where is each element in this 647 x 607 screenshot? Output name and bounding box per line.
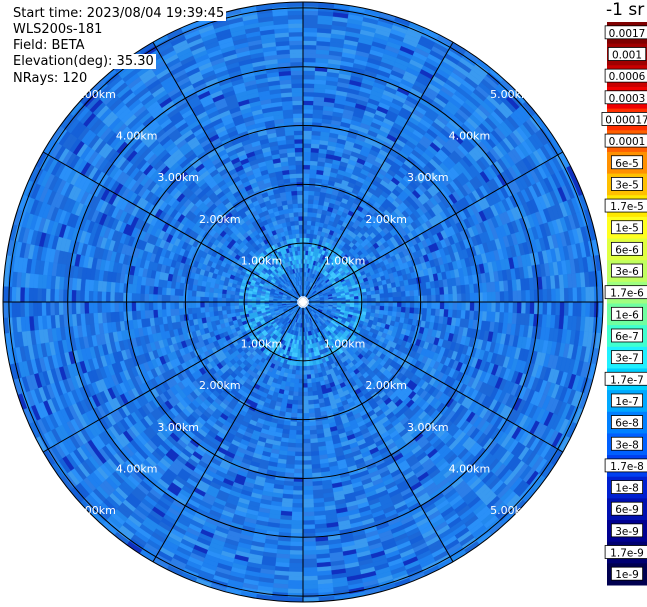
ring-label: 4.00km <box>449 462 491 475</box>
colorbar-tick-label: 6e-5 <box>615 158 639 170</box>
colorbar-label-box <box>611 328 644 343</box>
colorbar-label-box <box>601 112 647 126</box>
colorbar-tick-label: 1e-6 <box>615 309 639 321</box>
ring-label: 1.00km <box>241 338 283 351</box>
colorbar-label-box <box>611 220 644 235</box>
ring-label: 5.00km <box>74 504 116 517</box>
colorbar-label-box <box>604 133 647 148</box>
ring-label: 3.00km <box>407 421 449 434</box>
spoke-30 <box>302 41 454 303</box>
ring-label: 2.00km <box>199 213 241 226</box>
colorbar-label-box <box>611 566 644 581</box>
start-time-label: Start time: 2023/08/04 19:39:45 <box>11 6 227 21</box>
colorbar-label-box <box>611 501 644 516</box>
backscatter-field <box>3 2 603 602</box>
colorbar-label-box <box>604 198 647 213</box>
colorbar-label-box <box>611 350 644 365</box>
colorbar-label-box <box>611 523 644 538</box>
colorbar-tick-label: 6e-6 <box>615 244 639 256</box>
colorbar-tick-label: 3e-6 <box>615 266 639 278</box>
colorbar-tick-label: 3e-9 <box>615 526 639 538</box>
colorbar-tick-label: 3e-5 <box>615 179 639 191</box>
azimuth-spokes <box>3 2 603 602</box>
colorbar-tick-label: 0.0003 <box>609 93 646 105</box>
spoke-240 <box>42 301 304 453</box>
colorbar-tick-label: 1.7e-9 <box>610 548 644 560</box>
ring-label: 2.00km <box>365 379 407 392</box>
colorbar-tick-label: 0.0017 <box>609 28 646 40</box>
ring-label: 3.00km <box>157 171 199 184</box>
spoke-120 <box>302 301 564 453</box>
ring-label: 4.00km <box>449 130 491 143</box>
colorbar-label-box <box>604 285 647 300</box>
colorbar-tick-label: 6e-8 <box>615 418 639 430</box>
colorbar-tick-label: 1.7e-7 <box>610 374 644 386</box>
colorbar-label-box <box>611 436 644 451</box>
colorbar-label-box <box>611 241 644 256</box>
ring-label: 2.00km <box>365 213 407 226</box>
colorbar-label-box <box>604 25 647 40</box>
colorbar-tick-label: 6e-9 <box>615 504 639 516</box>
colorbar-tick-label: 0.0001 <box>609 136 646 148</box>
ring-label: 1.00km <box>241 254 283 267</box>
spoke-210 <box>152 301 304 563</box>
spoke-300 <box>42 151 304 303</box>
nrays-label: NRays: 120 <box>11 71 90 86</box>
colorbar-label-box <box>611 480 644 494</box>
spoke-330 <box>152 41 304 303</box>
ring-labels: 1.00km 1.00km 1.00km 1.00km 2.00km 2.00km 2.00… <box>74 88 532 517</box>
colorbar-label-box <box>611 415 644 429</box>
colorbar-tick-label: 1.7e-5 <box>610 201 644 213</box>
colorbar-tick-label: 0.001 <box>612 49 642 61</box>
ring-label: 4.00km <box>116 130 158 143</box>
colorbar-label-box <box>611 155 644 170</box>
colorbar-label-box <box>611 177 644 191</box>
colorbar-tick-label: 6e-7 <box>615 331 639 343</box>
colorbar-tick-label: 0.0006 <box>609 71 646 83</box>
ring-label: 4.00km <box>116 462 158 475</box>
colorbar-tick-label: 1e-8 <box>615 483 639 495</box>
colorbar-label-box <box>611 263 644 278</box>
colorbar-tick-label: 3e-8 <box>615 439 639 451</box>
colorbar-tick-label: 1e-9 <box>615 569 639 581</box>
instrument-label: WLS200s-181 <box>11 22 105 37</box>
colorbar-label-box <box>611 306 644 321</box>
ring-label: 3.00km <box>407 171 449 184</box>
colorbar-tick-label: 3e-7 <box>615 353 639 365</box>
colorbar-unit-label: -1 sr <box>606 0 645 20</box>
field-label: Field: BETA <box>11 38 87 53</box>
colorbar-label-box <box>604 68 647 83</box>
colorbar-label-box <box>604 371 647 386</box>
ring-label: 5.00km <box>74 88 116 101</box>
colorbar-tick-label: 0.00017 <box>605 114 647 126</box>
colorbar-tick-label: 1.7e-8 <box>610 461 644 473</box>
spoke-60 <box>302 151 564 303</box>
colorbar: 0.0017 0.001 0.0006 0.0003 0.00017 0.0001 6e-5… <box>601 22 647 586</box>
ring-label: 3.00km <box>157 421 199 434</box>
colorbar-tick-label: 1e-5 <box>615 223 639 235</box>
ring-label: 5.00km <box>490 504 532 517</box>
ring-label: 1.00km <box>324 254 366 267</box>
ring-label: 5.00km <box>490 88 532 101</box>
colorbar-tick-label: 1e-7 <box>615 396 639 408</box>
ring-label: 1.00km <box>324 338 366 351</box>
colorbar-label-box <box>604 545 647 559</box>
colorbar-label-box <box>604 90 647 105</box>
spoke-150 <box>302 301 454 563</box>
colorbar-tick-label: 1.7e-6 <box>610 288 644 300</box>
elevation-label: Elevation(deg): 35.30 <box>11 54 156 69</box>
colorbar-label-box <box>611 393 644 408</box>
colorbar-label-box <box>604 458 647 473</box>
colorbar-label-box <box>607 47 647 61</box>
ring-label: 2.00km <box>199 379 241 392</box>
